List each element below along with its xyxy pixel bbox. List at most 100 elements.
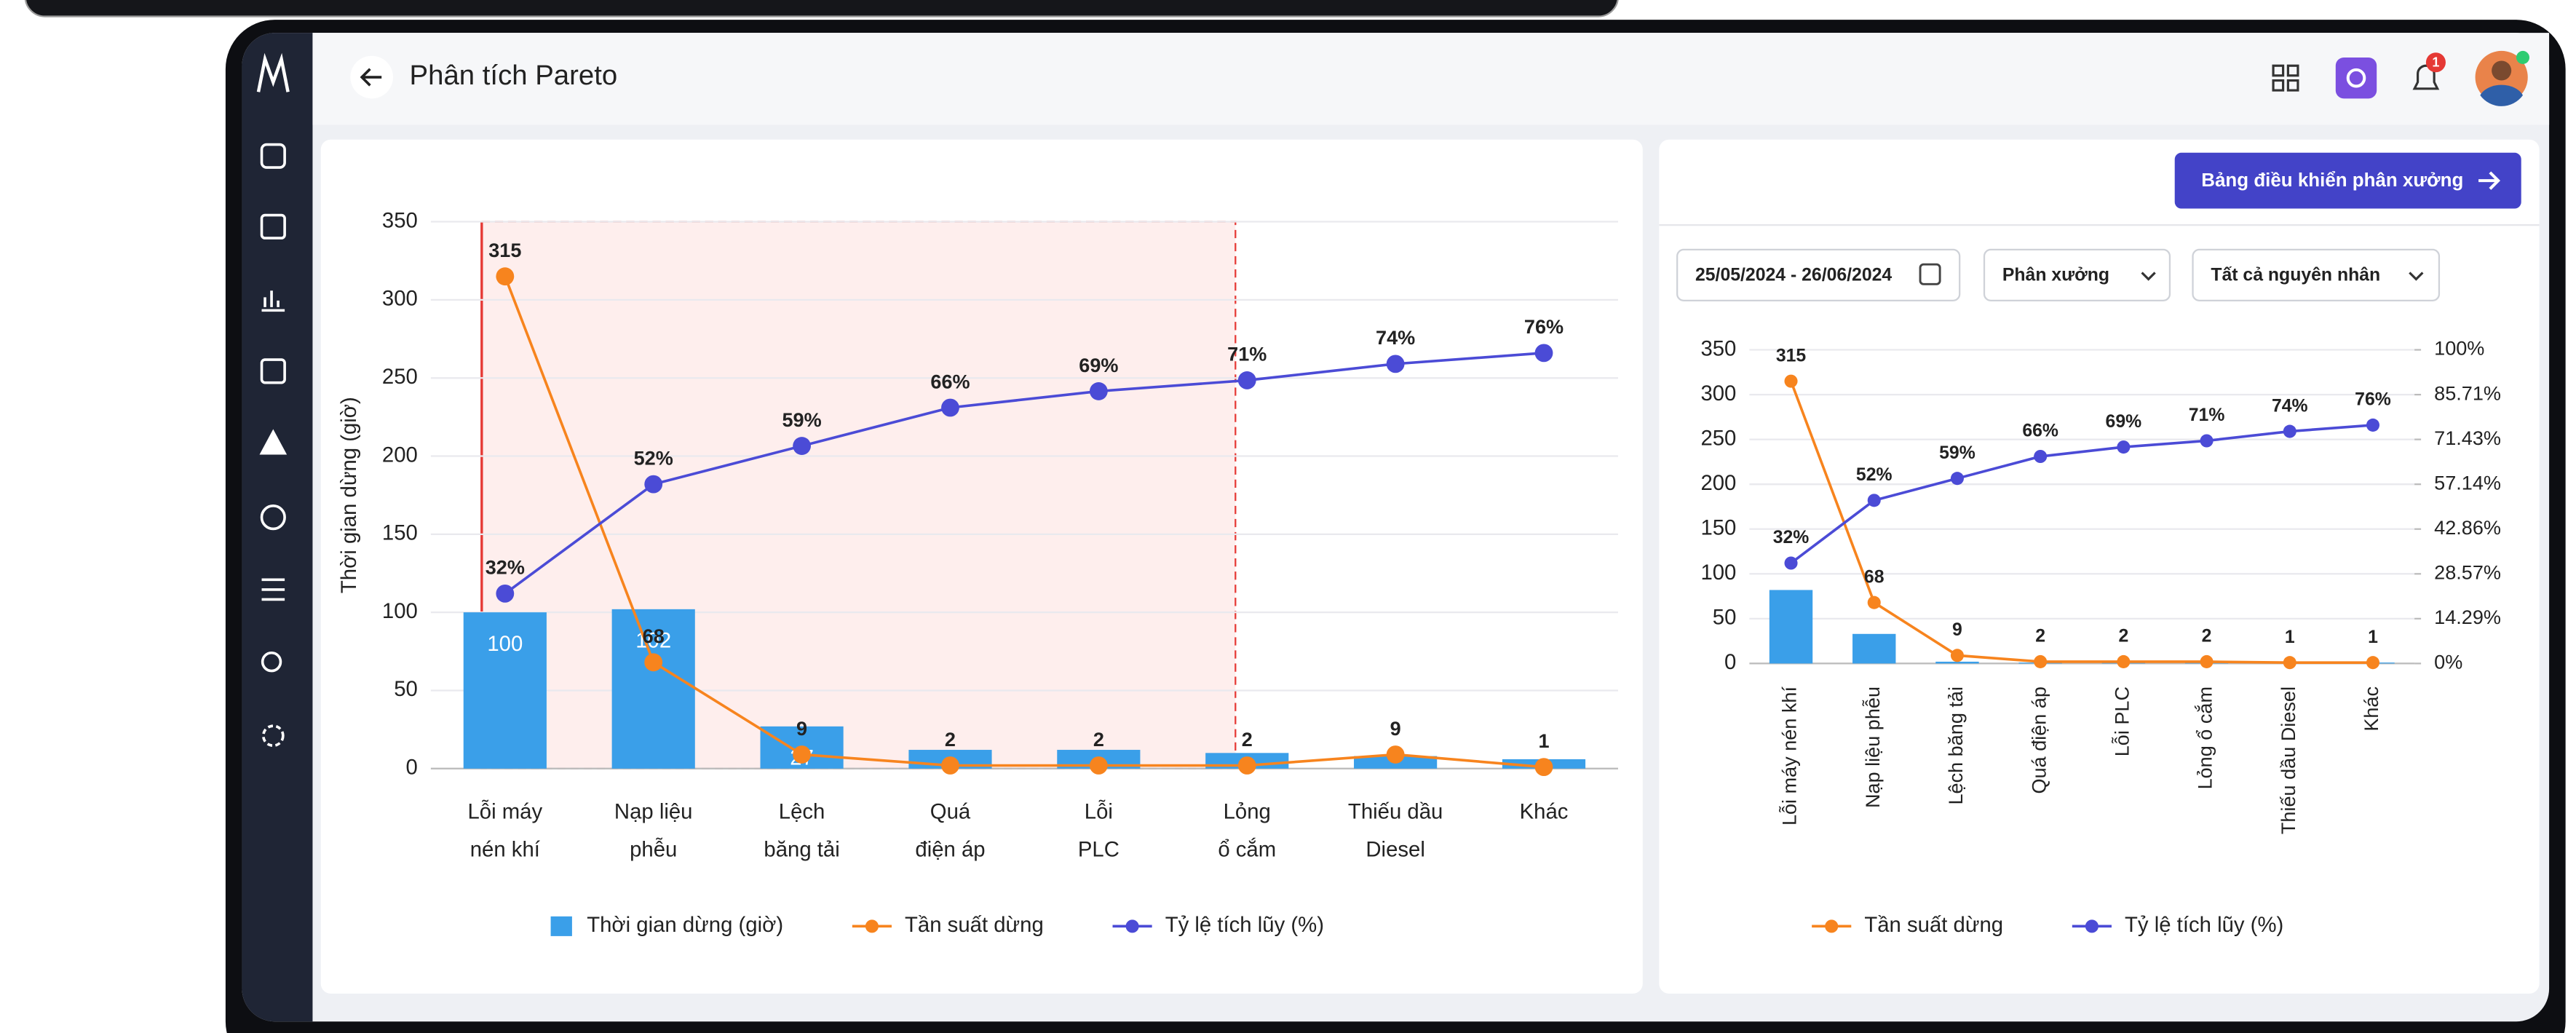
point-value-label: 66% [930, 370, 970, 392]
line-point [644, 475, 663, 494]
x-tick-label: Thiếu dầu [1348, 799, 1443, 823]
cause-filter[interactable] [2192, 248, 2441, 301]
nav-list[interactable] [261, 578, 285, 601]
y-tick-label: 0 [1724, 650, 1736, 674]
settings-button[interactable] [2335, 57, 2377, 99]
date-filter-label: 25/05/2024 - 26/06/2024 [1695, 266, 1892, 285]
line-point [2283, 656, 2296, 670]
line-point [1867, 494, 1881, 507]
line-point [496, 584, 515, 603]
point-value-label: 69% [2106, 412, 2142, 432]
y-tick-label: 100 [1700, 561, 1736, 585]
notification-badge [2425, 52, 2446, 73]
y-tick-label: 150 [1700, 515, 1736, 539]
line-point [1089, 382, 1108, 400]
point-value-label: 71% [2189, 405, 2225, 425]
line-point [1950, 472, 1964, 486]
apps-icon[interactable] [2272, 64, 2299, 92]
y-tick-label: 150 [382, 521, 418, 545]
line-point [1386, 355, 1405, 373]
nav-maintenance[interactable] [260, 504, 286, 531]
line-series [1790, 424, 2374, 564]
point-value-label: 71% [1227, 343, 1267, 365]
y2-tick-label: 42.86% [2434, 516, 2501, 539]
dashboard-button[interactable] [2174, 152, 2521, 209]
x-tick-label: Lỗi [1085, 799, 1113, 823]
point-value-label: 9 [796, 717, 807, 740]
dashboard-button-label: Bảng điều khiển phân xưởng [2201, 170, 2463, 191]
line-point [793, 745, 812, 764]
settings-icon [2346, 68, 2366, 88]
point-value-label: 1 [1538, 729, 1549, 752]
y-tick-label: 250 [1700, 426, 1736, 450]
page-title: Phân tích Pareto [410, 60, 618, 91]
avatar-face [2492, 60, 2512, 81]
x-tick-label: băng tải [764, 837, 839, 861]
point-value-label: 315 [1776, 346, 1807, 365]
point-value-label: 74% [2272, 396, 2308, 416]
y-tick-label: 100 [382, 599, 418, 623]
line-point [644, 653, 663, 672]
x-tick-label: Nạp liệu [614, 799, 693, 823]
bar [1935, 661, 1979, 664]
line-point [1386, 745, 1405, 764]
y-tick-label: 200 [1700, 471, 1736, 495]
x-tick-label: Lỏng ổ cắm [2194, 686, 2216, 789]
x-tick-label: Khác [2360, 686, 2382, 732]
y-tick-label: 200 [382, 443, 418, 467]
point-value-label: 32% [486, 556, 525, 579]
y-tick-label: 350 [382, 208, 418, 232]
line-point [941, 756, 959, 775]
x-tick-label: PLC [1078, 837, 1119, 861]
line-point [941, 398, 959, 417]
online-dot [2516, 50, 2530, 64]
line-point [2034, 654, 2048, 668]
legend-label: Tần suất dừng [1864, 913, 2003, 937]
date-filter[interactable] [1676, 248, 1961, 301]
point-value-label: 66% [2022, 421, 2058, 441]
x-tick-label: điện áp [915, 837, 985, 861]
point-value-label: 2 [945, 728, 956, 751]
line-point [793, 437, 812, 455]
y-axis-title: Thời gian dừng (giờ) [337, 397, 361, 593]
line-point [496, 267, 515, 286]
line-point [1784, 556, 1798, 570]
right-card [1659, 139, 2540, 994]
x-tick-label: Lỗi máy nén khí [1778, 686, 1801, 826]
line-point [2034, 449, 2048, 464]
point-value-label: 59% [1939, 443, 1975, 463]
y-tick-label: 250 [382, 365, 418, 389]
x-tick-label: Nạp liệu phễu [1861, 686, 1884, 808]
nav-inbox[interactable] [260, 213, 286, 240]
legend-swatch-dot [865, 919, 879, 933]
legend-label: Thời gian dừng (giờ) [587, 913, 783, 937]
point-value-label: 76% [2355, 390, 2391, 410]
nav-report[interactable] [260, 358, 286, 384]
line-point [2283, 424, 2296, 438]
bar [463, 612, 547, 769]
nav-home[interactable] [260, 143, 286, 169]
x-tick-label: Lỗi máy [468, 799, 543, 823]
line-point [1534, 758, 1553, 777]
header-bar [312, 33, 2550, 125]
nav-settings[interactable] [261, 724, 285, 748]
workshop-filter[interactable] [1983, 248, 2171, 301]
nav-stats[interactable] [261, 290, 285, 312]
y-tick-label: 50 [1713, 606, 1737, 630]
nav-alert[interactable] [259, 429, 288, 455]
x-tick-label: phễu [630, 837, 677, 861]
point-value-label: 2 [2202, 627, 2212, 646]
point-value-label: 9 [1390, 717, 1401, 740]
x-tick-label: Quá điện áp [2027, 686, 2050, 793]
cause-filter-label: Tất cả nguyên nhân [2211, 266, 2380, 285]
line-point [2117, 654, 2131, 668]
line-series [504, 352, 1545, 595]
avatar-body [2480, 84, 2523, 106]
point-value-label: 32% [1773, 528, 1810, 547]
x-tick-label: Lệch băng tải [1944, 686, 1967, 805]
y-tick-label: 50 [394, 677, 418, 701]
nav-search[interactable] [261, 651, 282, 673]
line-point [1089, 756, 1108, 775]
y2-tick-label: 100% [2434, 337, 2484, 360]
